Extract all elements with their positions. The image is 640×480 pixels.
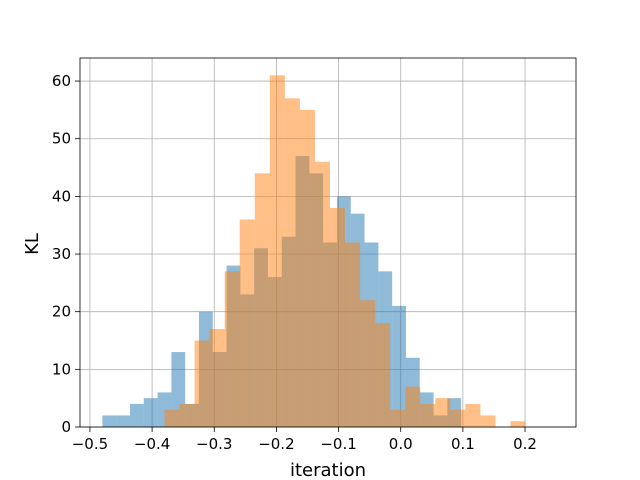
y-axis-label: KL <box>22 233 43 255</box>
y-tick-label: 40 <box>52 187 71 205</box>
histogram-bar <box>329 207 346 427</box>
histogram-bar <box>269 75 285 427</box>
x-axis-ticks: −0.5 −0.4 −0.3 −0.2 −0.1 0.0 0.1 0.2 <box>72 427 537 453</box>
x-tick-label: −0.5 <box>72 435 108 453</box>
y-tick-label: 50 <box>52 130 71 148</box>
histogram-bar <box>465 403 481 427</box>
series-2-bars <box>164 75 526 427</box>
x-tick-label: −0.3 <box>196 435 232 453</box>
histogram-bar <box>392 305 406 427</box>
x-tick-label: −0.2 <box>258 435 294 453</box>
y-tick-label: 20 <box>52 303 71 321</box>
histogram-bar <box>405 386 421 427</box>
histogram-bar <box>510 421 526 427</box>
histogram-bar <box>375 323 391 427</box>
y-tick-label: 30 <box>52 245 71 263</box>
x-tick-label: 0.1 <box>451 435 475 453</box>
x-tick-label: 0.0 <box>389 435 413 453</box>
histogram-bar <box>254 173 270 427</box>
histogram-bar <box>224 271 240 427</box>
histogram-bar <box>164 409 180 427</box>
histogram-bar <box>480 415 496 427</box>
y-tick-label: 10 <box>52 360 71 378</box>
histogram-bar <box>390 409 406 427</box>
y-axis-ticks: 0 10 20 30 40 50 60 <box>52 72 80 436</box>
histogram-bar <box>179 403 195 427</box>
histogram-bar <box>143 398 158 427</box>
axes <box>79 57 577 428</box>
x-tick-label: 0.2 <box>513 435 537 453</box>
histogram-bar <box>116 415 130 427</box>
histogram-bar <box>360 300 376 427</box>
histogram-bar <box>345 242 361 427</box>
x-tick-label: −0.1 <box>320 435 356 453</box>
y-tick-label: 0 <box>61 418 71 436</box>
histogram-bar <box>129 403 144 427</box>
histogram-bar <box>314 161 330 427</box>
plot-frame <box>79 57 577 428</box>
x-axis-label: iteration <box>290 460 366 480</box>
x-tick-label: −0.4 <box>134 435 170 453</box>
histogram-bar <box>450 409 466 427</box>
histogram-bars <box>102 75 526 427</box>
histogram-bar <box>209 328 225 427</box>
histogram-bar <box>284 98 300 427</box>
y-tick-label: 60 <box>52 72 71 90</box>
histogram-bar <box>420 403 436 427</box>
histogram-bar <box>102 415 117 427</box>
histogram-bar <box>194 340 210 427</box>
histogram-bar <box>239 219 255 427</box>
histogram-bar <box>435 398 451 427</box>
histogram-bar <box>299 109 315 427</box>
